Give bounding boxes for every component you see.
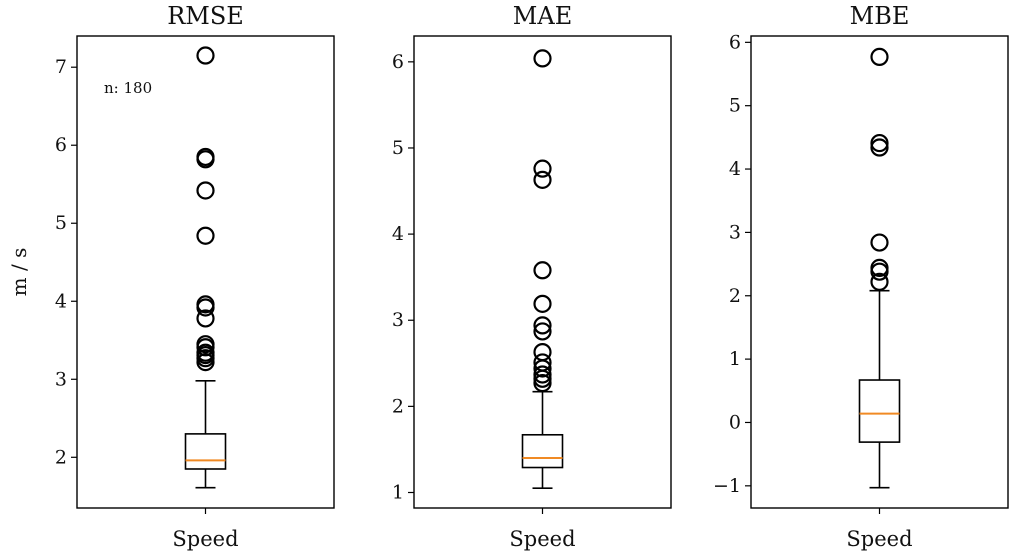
iqr-box bbox=[858, 379, 901, 443]
outlier-point bbox=[533, 365, 552, 384]
box-marks-mae bbox=[521, 49, 564, 489]
outlier-point bbox=[196, 295, 215, 314]
panel-mae: MAE Speed 1 2 3 4 5 6 bbox=[392, 2, 672, 551]
outlier-point bbox=[533, 159, 552, 178]
y-tick-label: 4 bbox=[392, 223, 404, 245]
y-tick-label: 0 bbox=[729, 411, 741, 433]
y-tick-label: 3 bbox=[729, 221, 741, 243]
panel-mbe: MBE Speed −1 0 1 2 3 4 5 6 bbox=[713, 2, 1009, 551]
outlier-point bbox=[533, 170, 552, 189]
panel-title-mbe: MBE bbox=[850, 2, 910, 30]
outlier-point bbox=[196, 335, 215, 354]
y-tick-label: 5 bbox=[55, 212, 67, 234]
y-axis-label: m / s bbox=[7, 248, 31, 297]
y-tick-label: 2 bbox=[55, 446, 67, 468]
outlier-point bbox=[870, 272, 889, 291]
y-tick-label: 6 bbox=[729, 31, 741, 53]
outlier-point bbox=[870, 47, 889, 67]
y-tick-label: 7 bbox=[55, 56, 67, 78]
outlier-point bbox=[533, 322, 552, 341]
outlier-point bbox=[196, 181, 215, 200]
y-tick-label: 2 bbox=[729, 285, 741, 307]
x-category-label: Speed bbox=[172, 527, 238, 551]
y-ticks-rmse: 2 3 4 5 6 7 bbox=[55, 56, 207, 514]
x-category-label: Speed bbox=[846, 527, 912, 551]
x-category-label: Speed bbox=[509, 527, 575, 551]
sample-count-annotation: n: 180 bbox=[104, 79, 152, 97]
box-marks-rmse bbox=[184, 46, 227, 489]
y-tick-label: 6 bbox=[392, 51, 404, 73]
y-tick-label: 1 bbox=[392, 481, 404, 503]
outlier-point bbox=[533, 343, 552, 362]
y-tick-label: 4 bbox=[55, 290, 67, 312]
y-tick-label: 2 bbox=[392, 395, 404, 417]
outlier-point bbox=[196, 309, 215, 328]
outlier-point bbox=[196, 343, 215, 362]
outlier-point bbox=[533, 294, 552, 313]
axes-frame-rmse bbox=[76, 35, 335, 509]
panel-rmse: RMSE m / s n: 180 Speed 2 3 4 5 6 7 bbox=[7, 2, 335, 551]
y-tick-label: 3 bbox=[392, 309, 404, 331]
outlier-point bbox=[533, 49, 552, 68]
outlier-point bbox=[533, 261, 552, 280]
outlier-point bbox=[870, 133, 889, 153]
panel-title-rmse: RMSE bbox=[167, 2, 244, 30]
y-tick-label: −1 bbox=[713, 475, 741, 497]
panel-title-mae: MAE bbox=[513, 2, 572, 30]
y-tick-label: 4 bbox=[729, 158, 741, 180]
iqr-box bbox=[521, 433, 564, 469]
y-tick-label: 3 bbox=[55, 368, 67, 390]
iqr-box bbox=[184, 433, 227, 470]
outlier-point bbox=[870, 233, 889, 252]
axes-frame-mbe bbox=[750, 35, 1009, 509]
axes-frame-mae bbox=[413, 35, 672, 509]
y-ticks-mae: 1 2 3 4 5 6 bbox=[392, 51, 544, 514]
y-tick-label: 5 bbox=[729, 95, 741, 117]
outlier-point bbox=[196, 46, 215, 65]
outlier-point bbox=[870, 138, 889, 157]
y-tick-label: 5 bbox=[392, 137, 404, 159]
y-ticks-mbe: −1 0 1 2 3 4 5 6 bbox=[713, 31, 881, 514]
y-tick-label: 6 bbox=[55, 134, 67, 156]
outlier-point bbox=[870, 262, 889, 281]
outlier-point bbox=[870, 258, 889, 277]
y-tick-label: 1 bbox=[729, 348, 741, 370]
outlier-point bbox=[533, 316, 552, 335]
outlier-point bbox=[196, 226, 215, 245]
outlier-point bbox=[196, 147, 215, 167]
outlier-point bbox=[533, 353, 552, 372]
box-marks-mbe bbox=[858, 47, 901, 489]
